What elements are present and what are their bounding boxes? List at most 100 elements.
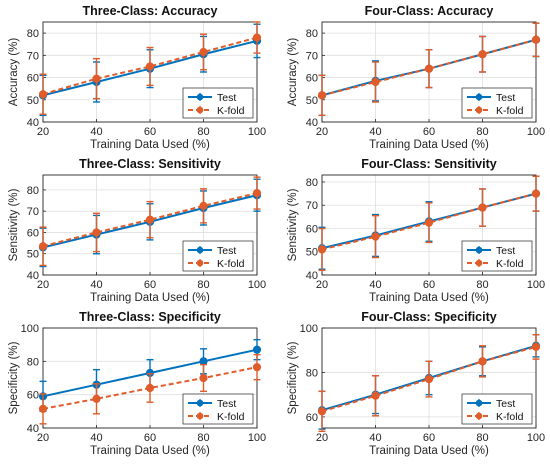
data-point [478, 50, 487, 59]
legend-box [461, 240, 533, 272]
legend-swatch-marker [196, 399, 204, 407]
legend-label: Test [496, 245, 515, 257]
y-tick-label: 80 [306, 367, 318, 379]
y-tick-label: 70 [306, 200, 318, 212]
series-line [42, 366, 258, 410]
y-tick-label: 60 [306, 223, 318, 235]
y-tick-label: 70 [27, 206, 39, 218]
legend-label: K-fold [217, 105, 245, 117]
y-axis-label: Accuracy (%) [287, 38, 299, 107]
legend-box [461, 87, 533, 119]
series-line [321, 38, 537, 97]
series-kfold [38, 21, 262, 115]
y-tick-label: 80 [27, 28, 39, 40]
x-tick-label: 80 [197, 279, 209, 291]
x-tick-label: 20 [316, 126, 328, 138]
series-kfold [317, 22, 541, 117]
data-point [424, 218, 434, 227]
data-point [531, 35, 541, 44]
series-line [321, 192, 537, 251]
legend-label: Test [217, 398, 236, 410]
y-tick-label: 80 [306, 28, 318, 40]
y-tick-label: 40 [306, 270, 318, 282]
chart-title: Three-Class: Accuracy [82, 4, 217, 18]
data-point [199, 373, 208, 383]
y-axis-label: Accuracy (%) [8, 38, 20, 107]
x-axis-label: Training Data Used (%) [369, 445, 489, 457]
legend-swatch-marker [475, 259, 483, 267]
data-point [317, 91, 327, 100]
legend-label: Test [217, 92, 236, 104]
x-tick-label: 40 [369, 279, 381, 291]
data-point [199, 357, 208, 366]
data-point [145, 383, 155, 393]
x-tick-label: 40 [90, 126, 102, 138]
series-kfold [317, 175, 541, 272]
x-tick-label: 60 [423, 432, 435, 444]
x-axis-label: Training Data Used (%) [369, 139, 489, 151]
x-tick-label: 40 [90, 279, 102, 291]
chart-title: Three-Class: Sensitivity [79, 157, 221, 171]
data-point [145, 215, 155, 224]
y-tick-label: 50 [306, 95, 318, 107]
data-point [252, 345, 262, 354]
y-tick-label: 60 [27, 227, 39, 239]
legend-box [182, 87, 254, 119]
series-line [42, 36, 258, 96]
y-tick-label: 100 [300, 323, 318, 335]
data-point [424, 375, 434, 384]
x-tick-label: 100 [527, 126, 545, 138]
x-tick-label: 20 [37, 126, 49, 138]
legend-swatch-marker [196, 93, 204, 101]
legend-swatch-marker [196, 106, 204, 114]
data-point [199, 47, 208, 57]
data-point [199, 201, 208, 210]
x-tick-label: 20 [316, 432, 328, 444]
series-kfold [38, 176, 262, 267]
data-point [317, 407, 327, 416]
series-line [42, 192, 258, 248]
data-point [424, 64, 434, 73]
x-tick-label: 80 [476, 432, 488, 444]
legend-swatch-marker [475, 246, 483, 254]
y-tick-label: 60 [27, 390, 39, 402]
legend-box [461, 393, 533, 425]
data-point [371, 232, 380, 241]
legend-label: K-fold [217, 258, 245, 270]
y-tick-label: 80 [306, 177, 318, 189]
x-tick-label: 20 [37, 432, 49, 444]
legend-box [182, 240, 254, 272]
chart-title: Four-Class: Accuracy [365, 4, 494, 18]
x-tick-label: 60 [423, 126, 435, 138]
legend-label: Test [496, 92, 515, 104]
x-tick-label: 20 [37, 279, 49, 291]
chart-panel: 20 40 60 80 100 60 80 100 Four-Class: Specificit… [287, 310, 545, 457]
x-tick-label: 100 [248, 279, 266, 291]
y-tick-label: 40 [306, 117, 318, 129]
y-tick-label: 50 [306, 247, 318, 259]
legend-box [182, 393, 254, 425]
data-point [38, 90, 48, 99]
y-tick-label: 40 [27, 270, 39, 282]
x-axis-label: Training Data Used (%) [90, 292, 210, 304]
data-point [92, 394, 101, 403]
x-tick-label: 80 [476, 126, 488, 138]
x-tick-label: 60 [144, 432, 156, 444]
x-tick-label: 60 [423, 279, 435, 291]
data-point [252, 33, 262, 42]
x-tick-label: 40 [369, 432, 381, 444]
data-point [38, 404, 48, 413]
data-point [317, 245, 327, 254]
legend-swatch-marker [196, 412, 204, 420]
x-axis-label: Training Data Used (%) [369, 292, 489, 304]
y-tick-label: 40 [27, 423, 39, 435]
x-tick-label: 20 [316, 279, 328, 291]
y-axis-label: Specificity (%) [287, 341, 299, 414]
